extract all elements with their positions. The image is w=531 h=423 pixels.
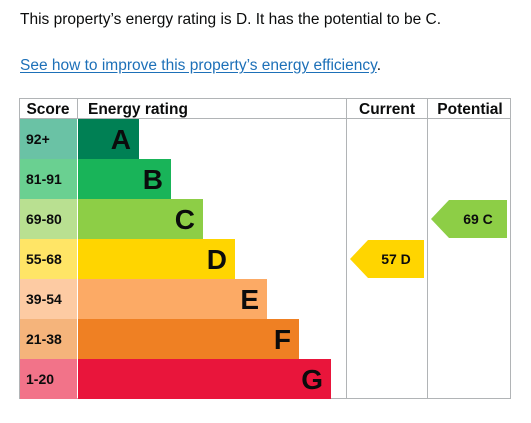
band-f: 21-38 F [20, 319, 299, 359]
band-a: 92+ A [20, 119, 139, 159]
band-b: 81-91 B [20, 159, 171, 199]
score-label-c: 69-80 [26, 211, 62, 227]
rating-summary-text: This property’s energy rating is D. It h… [20, 11, 442, 28]
improve-efficiency-link-row: See how to improve this property’s energ… [20, 55, 381, 77]
rating-bar-a [78, 119, 139, 159]
rating-letter-e: E [240, 284, 259, 315]
score-label-b: 81-91 [26, 171, 62, 187]
rating-bar-b [78, 159, 171, 199]
score-cell-b [20, 159, 77, 199]
score-cell-c [20, 199, 77, 239]
rating-letter-b: B [143, 164, 163, 195]
improve-efficiency-link[interactable]: See how to improve this property’s energ… [20, 57, 377, 74]
header-energy-rating: Energy rating [88, 101, 188, 118]
score-cell-a [20, 119, 77, 159]
header-current: Current [359, 101, 415, 118]
current-rating-marker-label: 57 D [381, 251, 411, 267]
score-label-e: 39-54 [26, 291, 62, 307]
rating-markers: 57 D 69 C [350, 200, 507, 278]
rating-bands: 92+ A 81-91 B 69-80 C 55-68 D 39-54 E 21-38 F 1-20 G [20, 119, 331, 399]
rating-bar-d [78, 239, 235, 279]
potential-rating-marker-arrow [431, 200, 507, 238]
link-suffix: . [376, 57, 381, 74]
header-potential: Potential [437, 101, 502, 118]
current-rating-marker-arrow [350, 240, 424, 278]
rating-letter-g: G [301, 364, 323, 395]
band-e: 39-54 E [20, 279, 267, 319]
chart-headers: Score Energy rating Current Potential [26, 101, 502, 118]
current-rating-marker: 57 D [350, 240, 424, 278]
rating-bar-f [78, 319, 299, 359]
potential-rating-marker: 69 C [431, 200, 507, 238]
rating-bar-c [78, 199, 203, 239]
score-label-a: 92+ [26, 131, 50, 147]
band-g: 1-20 G [20, 359, 331, 399]
band-d: 55-68 D [20, 239, 235, 279]
score-label-d: 55-68 [26, 251, 62, 267]
score-label-g: 1-20 [26, 371, 54, 387]
score-cell-e [20, 279, 77, 319]
potential-rating-marker-label: 69 C [463, 211, 493, 227]
score-label-f: 21-38 [26, 331, 62, 347]
score-cell-d [20, 239, 77, 279]
header-score: Score [26, 101, 69, 118]
rating-letter-c: C [175, 204, 195, 235]
rating-letter-a: A [111, 124, 131, 155]
rating-bar-e [78, 279, 267, 319]
score-cell-f [20, 319, 77, 359]
rating-bar-g [78, 359, 331, 399]
band-c: 69-80 C [20, 199, 203, 239]
score-cell-g [20, 359, 77, 399]
rating-letter-d: D [207, 244, 227, 275]
rating-letter-f: F [274, 324, 291, 355]
